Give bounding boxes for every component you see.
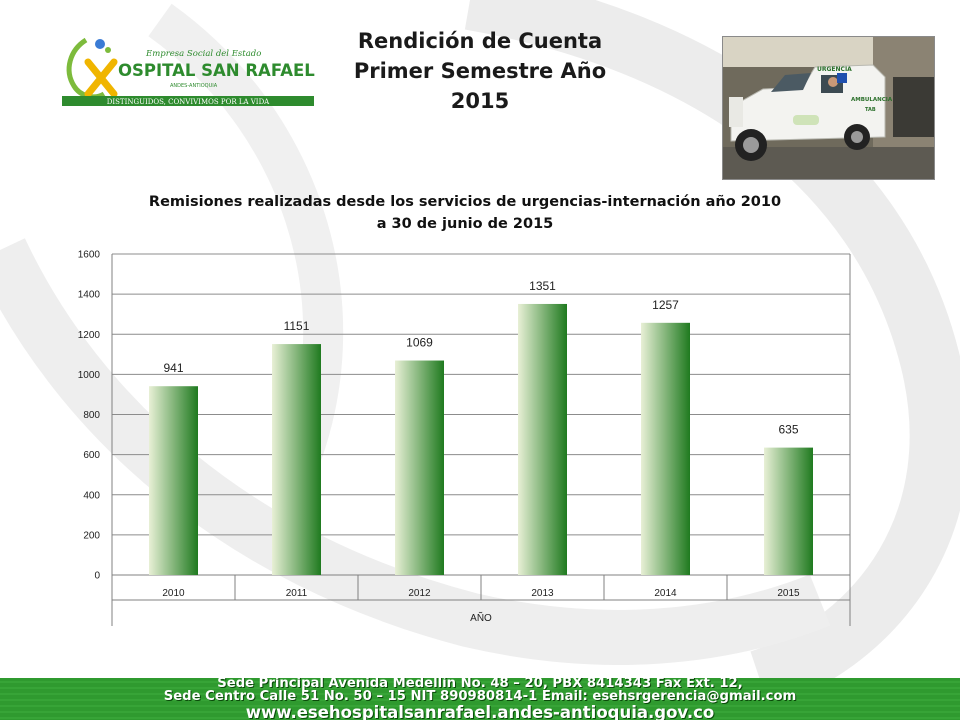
y-tick-label: 1600: [78, 250, 101, 261]
x-tick-label: 2010: [162, 588, 185, 599]
bar: [395, 360, 444, 575]
bar: [641, 322, 690, 575]
data-label: 1351: [529, 279, 556, 293]
x-tick-label: 2015: [777, 588, 800, 599]
y-tick-label: 400: [83, 490, 100, 501]
logo-line1: Empresa Social del Estado: [145, 49, 261, 59]
y-tick-label: 200: [83, 530, 100, 541]
data-label: 941: [163, 361, 183, 375]
y-tick-label: 1000: [78, 370, 101, 381]
data-label: 1069: [406, 336, 433, 350]
logo-motto: DISTINGUIDOS, CONVIVIMOS POR LA VIDA: [107, 98, 270, 106]
bar: [518, 303, 567, 575]
x-tick-label: 2012: [408, 588, 431, 599]
ambulance-illustration: URGENCIA AMBULANCIA TAB: [723, 37, 934, 179]
logo-motto-bar: [62, 96, 314, 106]
slide-title: Rendición de Cuenta Primer Semestre Año …: [330, 26, 630, 116]
bar: [764, 447, 813, 575]
slide-title-line1: Rendición de Cuenta: [357, 29, 603, 53]
data-label: 1257: [652, 298, 679, 312]
logo-location: ANDES-ANTIOQUIA: [170, 83, 218, 89]
x-axis-label: AÑO: [470, 611, 492, 624]
y-tick-label: 1400: [78, 290, 101, 301]
logo-brand: OSPITAL SAN RAFAEL: [118, 61, 315, 80]
y-tick-label: 800: [83, 410, 100, 421]
footer-stripes: [0, 681, 960, 719]
y-tick-label: 0: [94, 571, 100, 582]
footer-website[interactable]: www.esehospitalsanrafael.andes-antioquia…: [245, 703, 715, 720]
x-tick-label: 2013: [531, 588, 554, 599]
vehicle-text-tab: TAB: [865, 107, 876, 113]
data-label: 1151: [284, 319, 310, 333]
x-tick-label: 2011: [286, 588, 308, 599]
slide-title-line2: Primer Semestre Año 2015: [353, 59, 607, 113]
bar: [272, 344, 321, 575]
chart-title: Remisiones realizadas desde los servicio…: [130, 191, 800, 235]
x-tick-label: 2014: [654, 588, 677, 599]
footer-address-center: Sede Centro Calle 51 No. 50 – 15 NIT 890…: [163, 689, 797, 704]
footer-address-main: Sede Principal Avenida Medellín No. 48 –…: [217, 678, 743, 691]
ambulance-photo: URGENCIA AMBULANCIA TAB: [722, 36, 935, 180]
vehicle-text-ambulancia: AMBULANCIA: [851, 97, 893, 103]
vehicle-text-urgencia: URGENCIA: [817, 66, 852, 73]
hospital-logo: Empresa Social del Estado OSPITAL SAN RA…: [62, 37, 315, 106]
bar-chart: 941 1151 1069 1351 1257 635 0 200 400 600 800 1000…: [78, 250, 851, 626]
star-of-life-icon: [837, 73, 847, 83]
y-tick-label: 1200: [78, 330, 101, 341]
footer-contact-bar: Sede Principal Avenida Medellín No. 48 –…: [0, 678, 960, 720]
chart-title-line2: a 30 de junio de 2015: [376, 216, 554, 232]
bar: [149, 386, 198, 575]
y-tick-label: 600: [83, 450, 100, 461]
data-label: 635: [778, 423, 798, 437]
chart-title-line1: Remisiones realizadas desde los servicio…: [148, 194, 782, 210]
